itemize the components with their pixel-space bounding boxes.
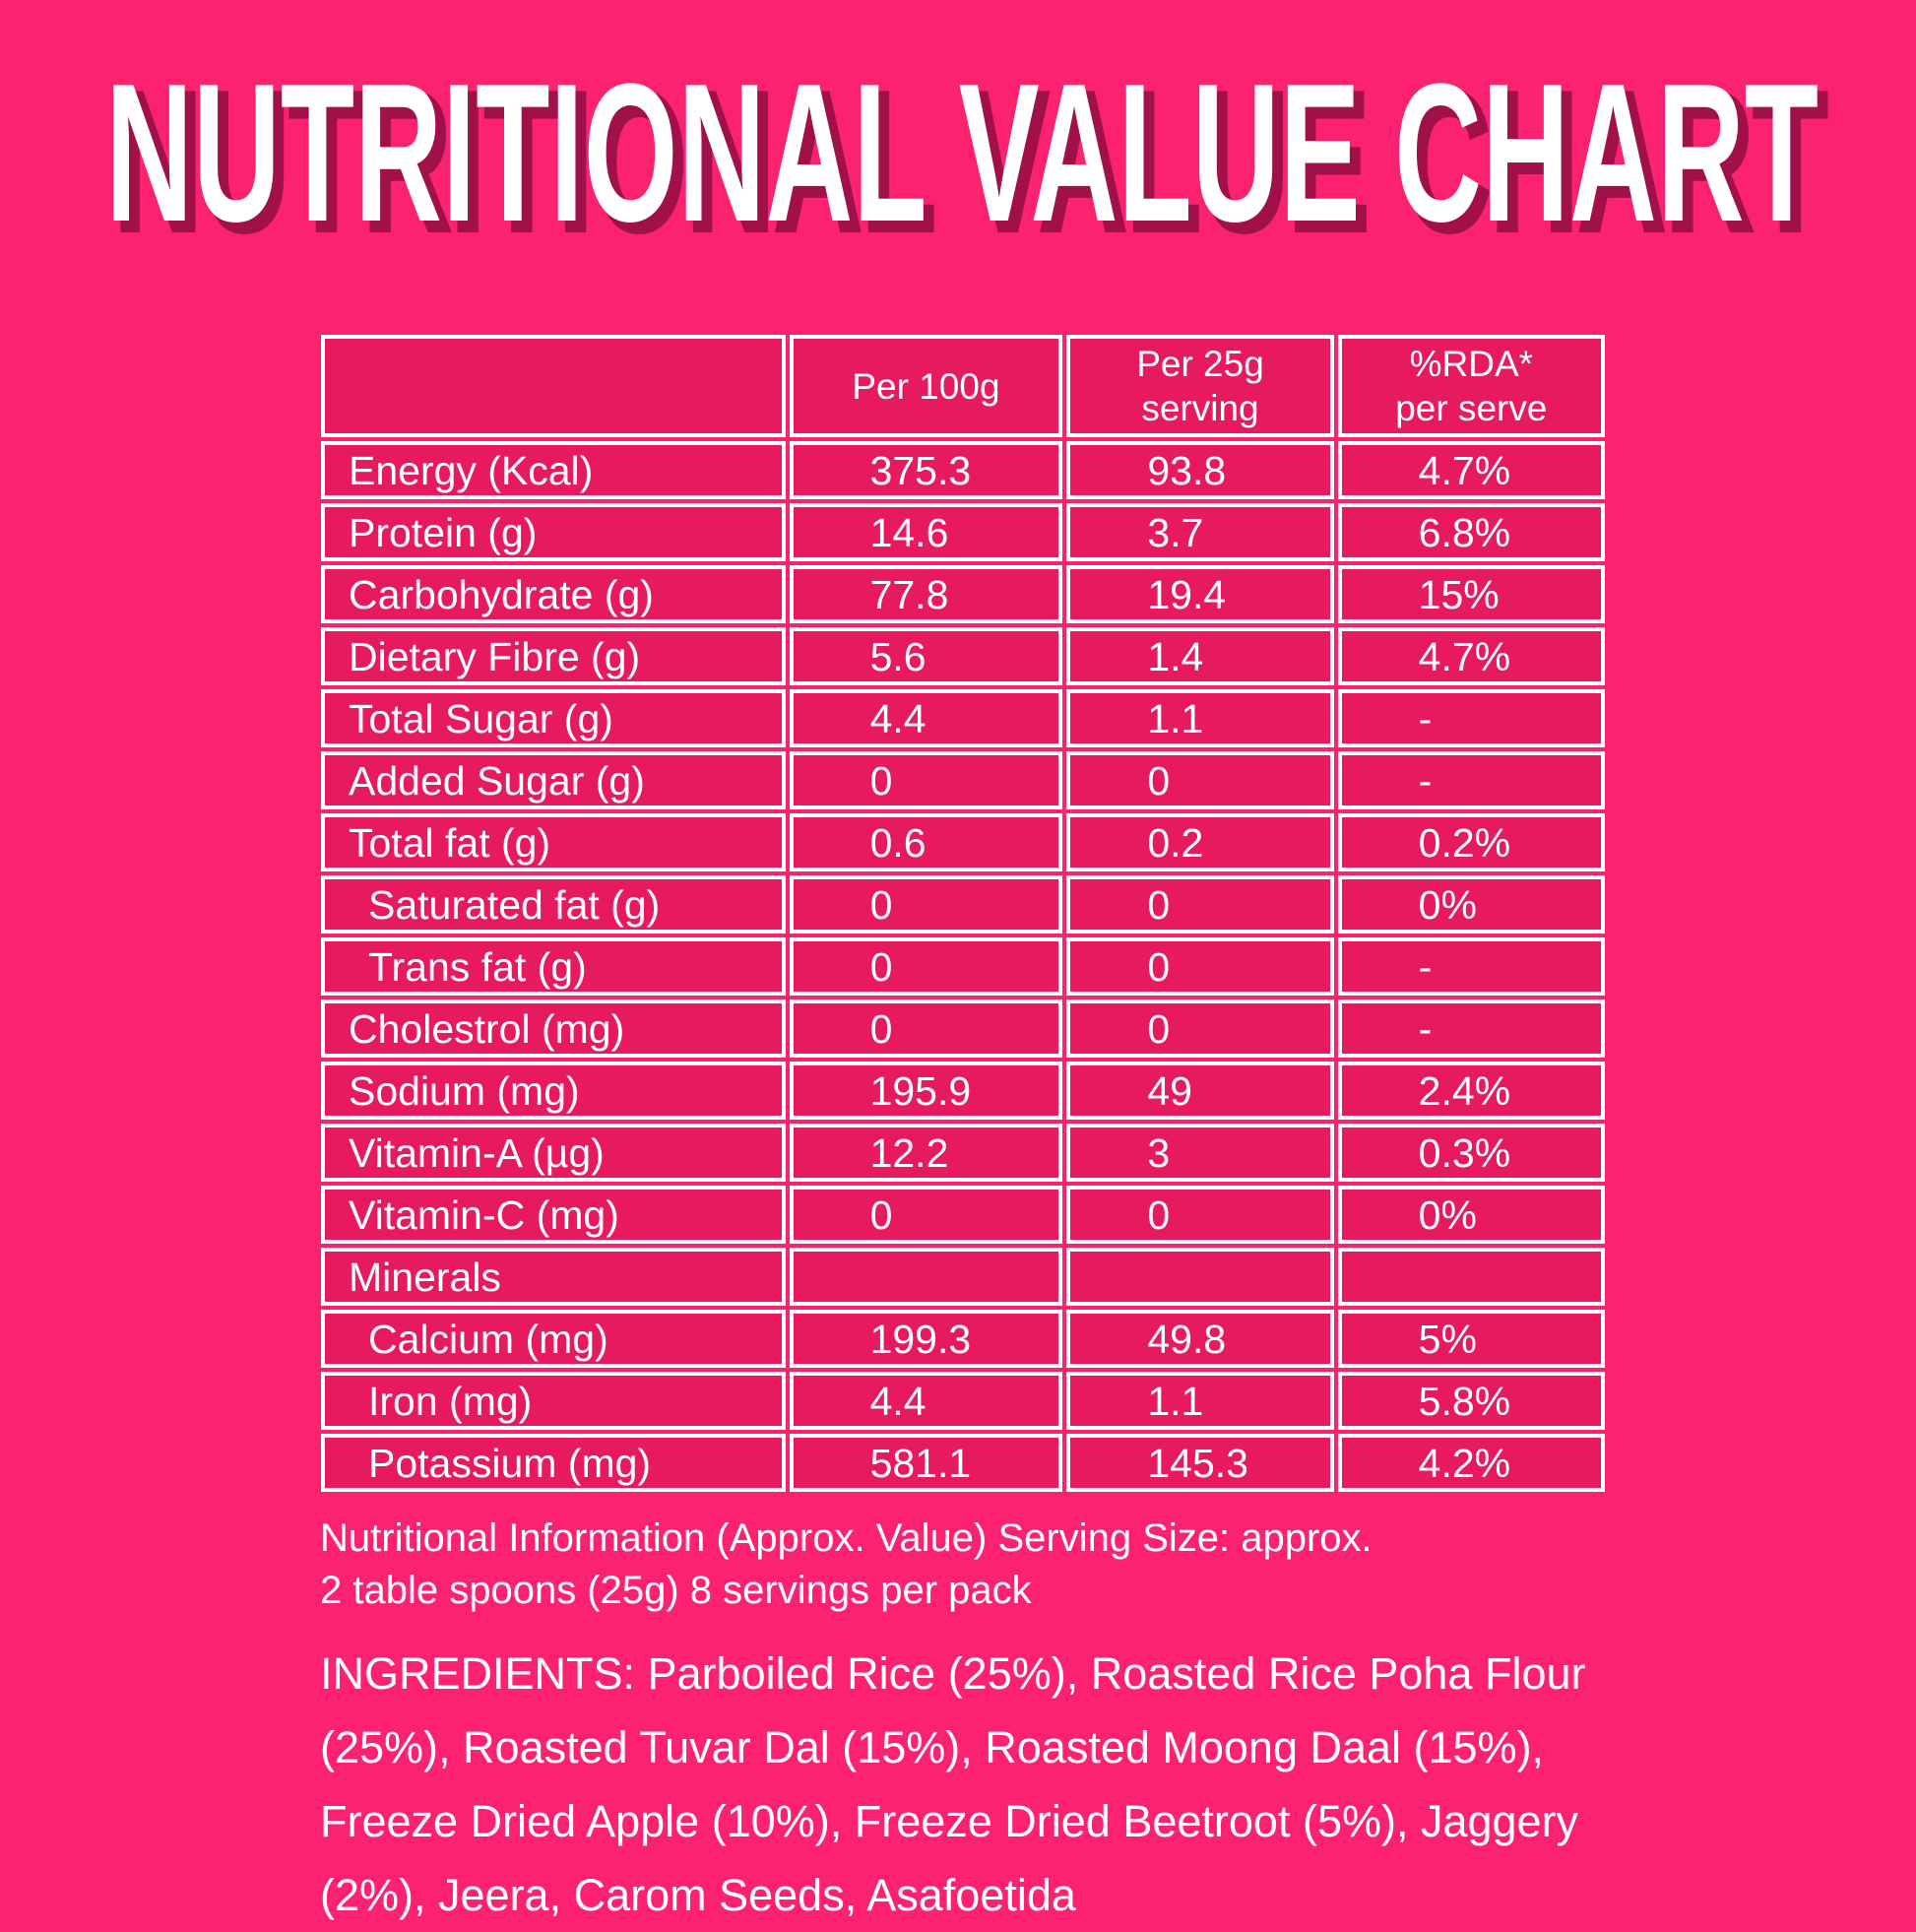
table-row-cholestrol: Cholestrol (mg) 0 0 -: [321, 999, 1605, 1058]
nutrient-label: Total fat (g): [321, 813, 786, 871]
rda-value: -: [1337, 689, 1605, 747]
rda-value: -: [1337, 999, 1605, 1058]
per100g-value: 4.4: [789, 1372, 1063, 1430]
per25g-value: 145.3: [1066, 1434, 1334, 1492]
per100g-value: 195.9: [789, 1062, 1063, 1120]
rda-value: 4.7%: [1337, 627, 1605, 685]
rda-value: 0%: [1337, 1186, 1605, 1244]
per25g-value: 0: [1066, 999, 1334, 1058]
per100g-value: 0: [789, 751, 1063, 809]
rda-value: -: [1337, 937, 1605, 996]
rda-value: 5%: [1337, 1310, 1605, 1368]
table-row-calcium: Calcium (mg) 199.3 49.8 5%: [321, 1310, 1605, 1368]
nutrient-label: Iron (mg): [321, 1372, 786, 1430]
table-row-sodium: Sodium (mg) 195.9 49 2.4%: [321, 1062, 1605, 1120]
nutrient-label: Protein (g): [321, 503, 786, 561]
nutrient-label: Energy (Kcal): [321, 441, 786, 499]
per25g-value: 1.1: [1066, 1372, 1334, 1430]
per100g-value: 0: [789, 1186, 1063, 1244]
table-row-added-sugar: Added Sugar (g) 0 0 -: [321, 751, 1605, 809]
per25g-value: 1.1: [1066, 689, 1334, 747]
per100g-value: 581.1: [789, 1434, 1063, 1492]
rda-value: 6.8%: [1337, 503, 1605, 561]
serving-size-note: Nutritional Information (Approx. Value) …: [320, 1516, 1373, 1612]
table-row-iron: Iron (mg) 4.4 1.1 5.8%: [321, 1372, 1605, 1430]
page-title-shadow-text: NUTRITIONAL VALUE CHART: [114, 52, 1827, 272]
table-row-saturated-fat: Saturated fat (g) 0 0 0%: [321, 875, 1605, 934]
nutrient-label: Carbohydrate (g): [321, 565, 786, 623]
per100g-value: 199.3: [789, 1310, 1063, 1368]
per25g-value: [1066, 1248, 1334, 1306]
table-row-minerals: Minerals: [321, 1248, 1605, 1306]
nutrient-label: Trans fat (g): [321, 937, 786, 996]
per100g-value: 5.6: [789, 627, 1063, 685]
per100g-value: 14.6: [789, 503, 1063, 561]
nutrient-label: Total Sugar (g): [321, 689, 786, 747]
rda-value: 4.7%: [1337, 441, 1605, 499]
table-row-vitamin-a: Vitamin-A (µg) 12.2 3 0.3%: [321, 1124, 1605, 1182]
per100g-value: 4.4: [789, 689, 1063, 747]
rda-value: 0.3%: [1337, 1124, 1605, 1182]
table-row-total-sugar: Total Sugar (g) 4.4 1.1 -: [321, 689, 1605, 747]
per25g-value: 1.4: [1066, 627, 1334, 685]
per100g-value: 0: [789, 999, 1063, 1058]
per25g-value: 19.4: [1066, 565, 1334, 623]
per25g-value: 0: [1066, 751, 1334, 809]
nutrient-label: Minerals: [321, 1248, 786, 1306]
per25g-value: 49.8: [1066, 1310, 1334, 1368]
rda-value: 15%: [1337, 565, 1605, 623]
per100g-value: 0: [789, 875, 1063, 934]
per25g-value: 0: [1066, 937, 1334, 996]
header-per100g-cell: Per 100g: [789, 335, 1063, 437]
nutrition-table: Per 100g Per 25g serving %RDA* per serve…: [317, 331, 1609, 1496]
page-title-text: NUTRITIONAL VALUE CHART: [105, 51, 1819, 263]
nutrient-label: Sodium (mg): [321, 1062, 786, 1120]
per25g-value: 0: [1066, 1186, 1334, 1244]
per25g-value: 3: [1066, 1124, 1334, 1182]
rda-value: 5.8%: [1337, 1372, 1605, 1430]
header-rda-cell: %RDA* per serve: [1337, 335, 1605, 437]
table-row-trans-fat: Trans fat (g) 0 0 -: [321, 937, 1605, 996]
per25g-value: 0: [1066, 875, 1334, 934]
rda-value: 4.2%: [1337, 1434, 1605, 1492]
per100g-value: 0.6: [789, 813, 1063, 871]
nutrient-label: Added Sugar (g): [321, 751, 786, 809]
rda-value: -: [1337, 751, 1605, 809]
header-row: Per 100g Per 25g serving %RDA* per serve: [321, 335, 1605, 437]
table-row-energy: Energy (Kcal) 375.3 93.8 4.7%: [321, 441, 1605, 499]
table-row-potassium: Potassium (mg) 581.1 145.3 4.2%: [321, 1434, 1605, 1492]
per25g-value: 0.2: [1066, 813, 1334, 871]
per25g-value: 49: [1066, 1062, 1334, 1120]
table-row-total-fat: Total fat (g) 0.6 0.2 0.2%: [321, 813, 1605, 871]
table-row-dietary-fibre: Dietary Fibre (g) 5.6 1.4 4.7%: [321, 627, 1605, 685]
per100g-value: 12.2: [789, 1124, 1063, 1182]
per25g-value: 93.8: [1066, 441, 1334, 499]
table-row-vitamin-c: Vitamin-C (mg) 0 0 0%: [321, 1186, 1605, 1244]
header-per25g-cell: Per 25g serving: [1066, 335, 1334, 437]
per100g-value: [789, 1248, 1063, 1306]
rda-value: 0%: [1337, 875, 1605, 934]
ingredients-text: INGREDIENTS: Parboiled Rice (25%), Roast…: [320, 1648, 1586, 1920]
per100g-value: 77.8: [789, 565, 1063, 623]
nutrient-label: Calcium (mg): [321, 1310, 786, 1368]
rda-value: 2.4%: [1337, 1062, 1605, 1120]
header-blank-cell: [321, 335, 786, 437]
table-row-carbohydrate: Carbohydrate (g) 77.8 19.4 15%: [321, 565, 1605, 623]
nutrient-label: Vitamin-A (µg): [321, 1124, 786, 1182]
nutrient-label: Potassium (mg): [321, 1434, 786, 1492]
per25g-value: 3.7: [1066, 503, 1334, 561]
rda-value: [1337, 1248, 1605, 1306]
nutrient-label: Saturated fat (g): [321, 875, 786, 934]
rda-value: 0.2%: [1337, 813, 1605, 871]
per100g-value: 375.3: [789, 441, 1063, 499]
page-title: NUTRITIONAL VALUE CHART NUTRITIONAL VALU…: [105, 51, 1830, 275]
nutrient-label: Vitamin-C (mg): [321, 1186, 786, 1244]
table-row-protein: Protein (g) 14.6 3.7 6.8%: [321, 503, 1605, 561]
nutrient-label: Dietary Fibre (g): [321, 627, 786, 685]
per100g-value: 0: [789, 937, 1063, 996]
nutrient-label: Cholestrol (mg): [321, 999, 786, 1058]
